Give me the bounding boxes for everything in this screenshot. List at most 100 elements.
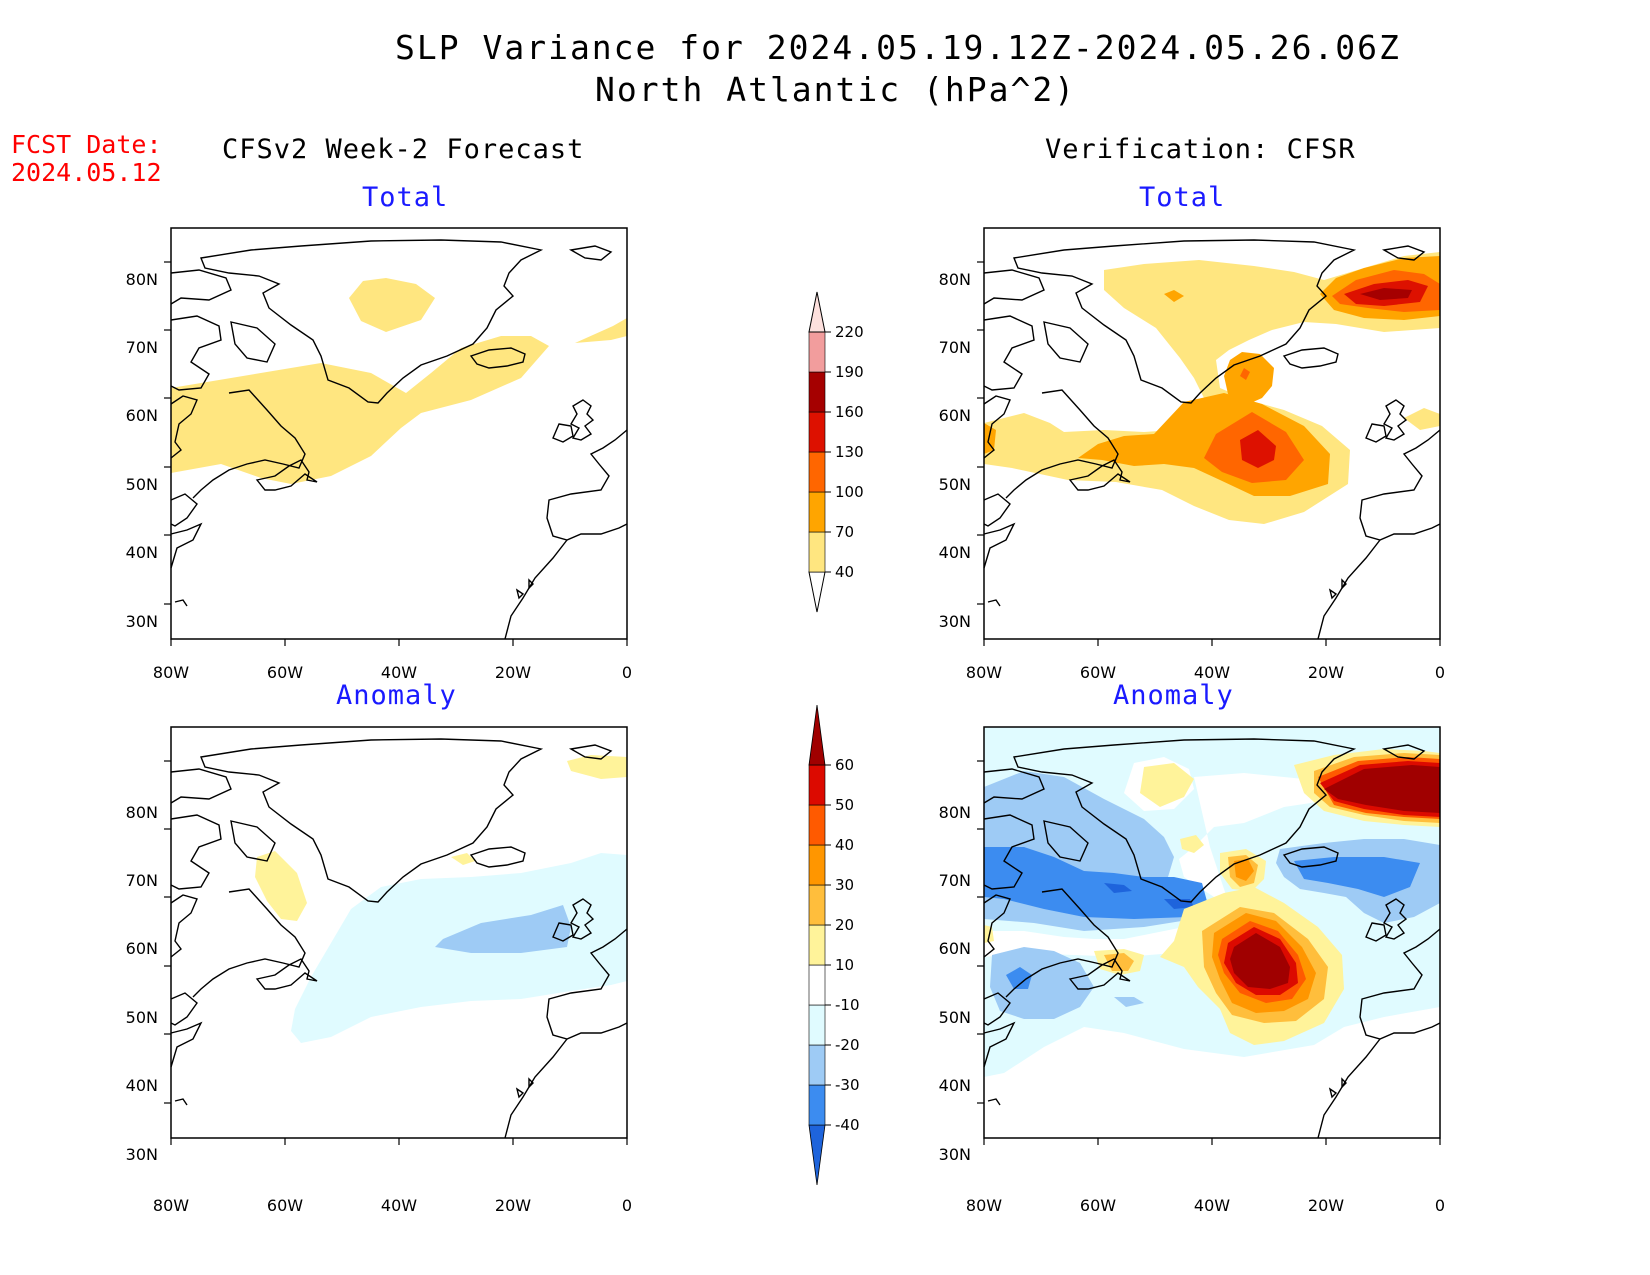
colorbar-total-label: 70 [835, 523, 854, 541]
lat-label: 50N [126, 1008, 158, 1027]
main-title-line1: SLP Variance for 2024.05.19.12Z-2024.05.… [395, 28, 1401, 67]
colorbar-total: 40 70 100 130 160 190 220 [808, 291, 864, 613]
lat-label: 60N [126, 939, 158, 958]
map-panel-cfsr-anomaly [983, 726, 1441, 1139]
colorbar-total-high-end [808, 291, 826, 333]
colorbar-anomaly-swatch [808, 764, 826, 806]
colorbar-anomaly-swatch [808, 924, 826, 966]
colorbar-total-swatch [808, 531, 826, 573]
lon-label: 40W [381, 1196, 417, 1215]
verification-column-title: Verification: CFSR [1045, 134, 1356, 165]
lon-label: 20W [1308, 1196, 1344, 1215]
colorbar-total-label: 160 [835, 403, 864, 421]
lon-label: 40W [1194, 663, 1230, 682]
lat-label: 50N [939, 1008, 971, 1027]
colorbar-anomaly-label: 60 [835, 756, 854, 774]
colorbar-anomaly-label: 40 [835, 836, 854, 854]
colorbar-anomaly-swatch [808, 804, 826, 846]
lon-label: 0 [622, 663, 632, 682]
lat-label: 50N [939, 475, 971, 494]
fcst-date-value: 2024.05.12 [11, 158, 162, 187]
cfsr-total-shading [984, 252, 1440, 524]
map-panel-fcst-anomaly [170, 726, 628, 1139]
lat-label: 30N [939, 1145, 971, 1164]
colorbar-anomaly-swatch [808, 1084, 826, 1126]
colorbar-anomaly-low-end [808, 1124, 826, 1186]
colorbar-anomaly-label: 30 [835, 876, 854, 894]
lon-label: 40W [381, 663, 417, 682]
lat-label: 70N [126, 871, 158, 890]
colorbar-anomaly-swatch [808, 884, 826, 926]
lat-label: 70N [939, 338, 971, 357]
colorbar-total-label: 40 [835, 563, 854, 581]
lat-label: 80N [126, 270, 158, 289]
lon-label: 0 [1435, 663, 1445, 682]
lat-label: 40N [939, 543, 971, 562]
colorbar-total-label: 130 [835, 443, 864, 461]
colorbar-total-swatch [808, 411, 826, 453]
map-panel-cfsr-total [983, 227, 1441, 640]
lon-label: 80W [153, 1196, 189, 1215]
fcst-total-shading [171, 278, 627, 484]
colorbar-anomaly-label: 50 [835, 796, 854, 814]
panel-title-cfsr-anomaly: Anomaly [1113, 680, 1234, 711]
lat-label: 70N [939, 871, 971, 890]
lat-label: 60N [126, 406, 158, 425]
lat-label: 40N [126, 543, 158, 562]
lat-label: 30N [939, 612, 971, 631]
lon-label: 60W [1080, 1196, 1116, 1215]
lon-label: 20W [495, 1196, 531, 1215]
lat-label: 70N [126, 338, 158, 357]
lat-label: 60N [939, 406, 971, 425]
lon-label: 0 [622, 1196, 632, 1215]
lat-label: 40N [939, 1076, 971, 1095]
lat-label: 80N [126, 803, 158, 822]
colorbar-total-label: 220 [835, 323, 864, 341]
lon-label: 40W [1194, 1196, 1230, 1215]
colorbar-total-swatch [808, 331, 826, 373]
lat-label: 80N [939, 803, 971, 822]
colorbar-total-label: 100 [835, 483, 864, 501]
cfsr-anomaly-shading [984, 727, 1440, 1077]
panel-title-fcst-total: Total [362, 182, 449, 213]
fcst-anomaly-shading [255, 755, 627, 1043]
colorbar-anomaly-label: -40 [835, 1116, 860, 1134]
lon-label: 20W [495, 663, 531, 682]
lon-label: 60W [267, 663, 303, 682]
colorbar-anomaly-label: 10 [835, 956, 854, 974]
axis-labels: 80W 60W 40W 20W 0 80N 70N 60N 50N 40N 30… [126, 270, 1445, 1215]
fcst-date-label: FCST Date: [11, 130, 162, 159]
lat-label: 40N [126, 1076, 158, 1095]
lat-label: 30N [126, 612, 158, 631]
colorbar-anomaly: -40 -30 -20 -10 10 20 30 40 50 60 [808, 704, 860, 1186]
lat-label: 30N [126, 1145, 158, 1164]
colorbar-total-swatch [808, 451, 826, 493]
lon-label: 20W [1308, 663, 1344, 682]
colorbar-anomaly-label: -20 [835, 1036, 860, 1054]
lon-label: 60W [1080, 663, 1116, 682]
colorbar-total-swatch [808, 491, 826, 533]
lat-label: 80N [939, 270, 971, 289]
lon-label: 0 [1435, 1196, 1445, 1215]
lon-label: 80W [966, 1196, 1002, 1215]
lon-label: 80W [966, 663, 1002, 682]
colorbar-anomaly-swatch [808, 1044, 826, 1086]
lon-label: 60W [267, 1196, 303, 1215]
colorbar-total-low-end [808, 571, 826, 613]
colorbar-anomaly-swatch [808, 964, 826, 1006]
colorbar-anomaly-swatch [808, 844, 826, 886]
colorbar-total-label: 190 [835, 363, 864, 381]
colorbar-anomaly-label: -10 [835, 996, 860, 1014]
panel-title-cfsr-total: Total [1139, 182, 1226, 213]
colorbar-anomaly-label: 20 [835, 916, 854, 934]
main-title-line2: North Atlantic (hPa^2) [595, 70, 1077, 109]
colorbar-anomaly-label: -30 [835, 1076, 860, 1094]
forecast-column-title: CFSv2 Week-2 Forecast [222, 134, 585, 165]
colorbar-anomaly-swatch [808, 1004, 826, 1046]
map-panel-fcst-total [170, 227, 628, 640]
panel-title-fcst-anomaly: Anomaly [336, 680, 457, 711]
lon-label: 80W [153, 663, 189, 682]
colorbar-anomaly-high-end [808, 704, 826, 766]
lat-label: 50N [126, 475, 158, 494]
